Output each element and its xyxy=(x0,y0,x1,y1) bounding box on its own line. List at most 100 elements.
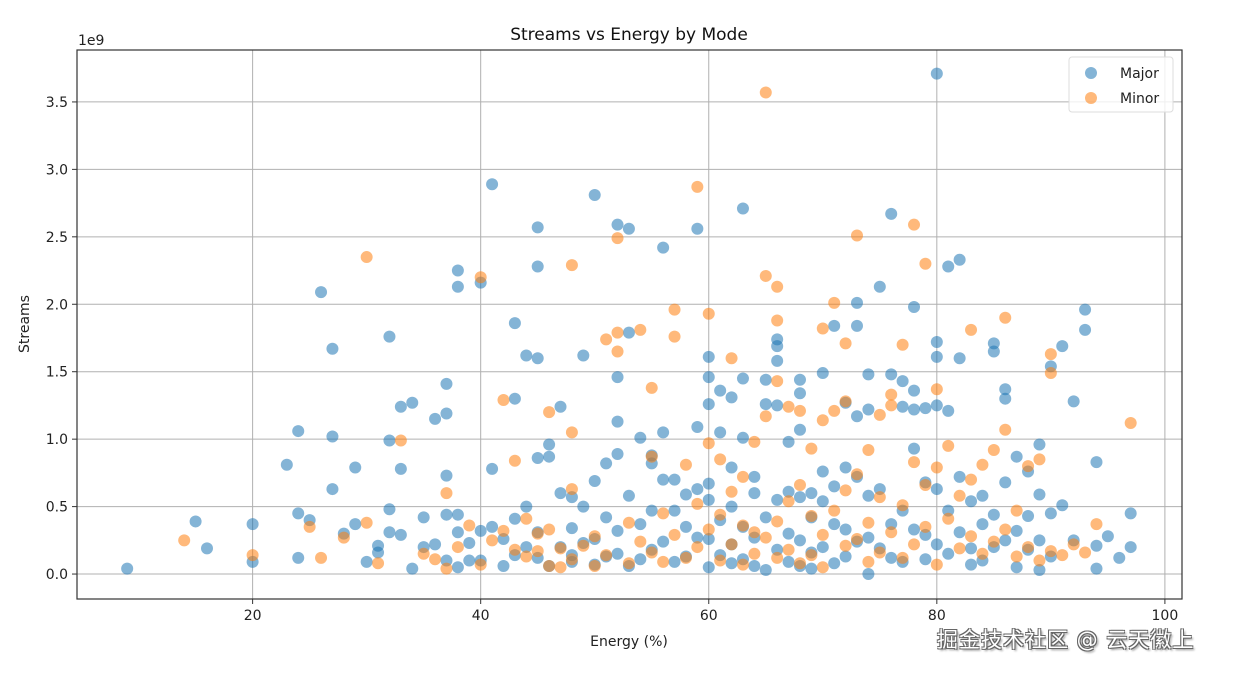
data-point-major xyxy=(793,534,806,547)
data-point-major xyxy=(725,500,738,513)
data-point-major xyxy=(486,178,499,191)
data-point-major xyxy=(702,477,715,490)
data-point-minor xyxy=(702,307,715,320)
data-point-minor xyxy=(736,558,749,571)
data-point-minor xyxy=(759,410,772,423)
data-point-major xyxy=(1079,323,1092,336)
data-point-major xyxy=(451,280,464,293)
data-point-major xyxy=(987,345,1000,358)
y-tick-label: 0.0 xyxy=(46,567,68,583)
data-point-minor xyxy=(497,524,510,537)
data-point-major xyxy=(611,447,624,460)
data-point-minor xyxy=(885,526,898,539)
data-point-minor xyxy=(634,535,647,548)
data-point-major xyxy=(588,474,601,487)
data-point-minor xyxy=(908,218,921,231)
data-point-major xyxy=(463,554,476,567)
data-point-major xyxy=(828,557,841,570)
data-point-minor xyxy=(919,520,932,533)
data-point-major xyxy=(543,450,556,463)
data-point-minor xyxy=(611,345,624,358)
data-point-minor xyxy=(1022,460,1035,473)
data-point-major xyxy=(383,434,396,447)
data-point-minor xyxy=(885,388,898,401)
data-point-minor xyxy=(851,229,863,242)
x-axis-ticks: 20 40 60 80 100 xyxy=(244,599,1178,624)
data-point-minor xyxy=(1044,348,1057,361)
data-point-major xyxy=(714,426,727,439)
data-point-major xyxy=(828,480,841,493)
data-point-major xyxy=(326,342,339,355)
data-point-minor xyxy=(930,383,943,396)
data-point-major xyxy=(349,461,362,474)
data-point-minor xyxy=(725,352,738,365)
data-point-major xyxy=(885,551,898,564)
data-point-minor xyxy=(782,400,795,413)
data-point-minor xyxy=(440,487,453,500)
data-point-major xyxy=(383,330,396,343)
data-point-major xyxy=(486,520,499,533)
data-point-major xyxy=(611,524,624,537)
data-point-major xyxy=(611,218,624,231)
data-point-major xyxy=(611,415,624,428)
data-point-major xyxy=(999,392,1012,405)
data-point-major xyxy=(657,535,670,548)
data-point-major xyxy=(759,511,772,524)
data-point-major xyxy=(520,500,533,513)
data-point-minor xyxy=(474,271,487,284)
data-point-major xyxy=(622,489,635,502)
data-point-major xyxy=(429,538,442,551)
data-point-minor xyxy=(600,333,613,346)
data-point-minor xyxy=(1124,416,1137,429)
data-point-minor xyxy=(565,483,578,496)
data-point-major xyxy=(873,280,886,293)
data-point-major xyxy=(702,350,715,363)
y-tick-label: 3.0 xyxy=(46,162,68,178)
data-point-major xyxy=(292,425,305,438)
data-point-major xyxy=(1056,499,1069,512)
data-point-major xyxy=(588,189,601,202)
data-point-major xyxy=(930,350,943,363)
data-point-major xyxy=(1079,303,1092,316)
data-point-major xyxy=(634,553,647,566)
data-point-minor xyxy=(702,523,715,536)
data-point-major xyxy=(862,568,875,581)
data-point-major xyxy=(531,352,544,365)
watermark: 掘金技术社区 @ 云天徽上 xyxy=(937,628,1195,652)
data-point-major xyxy=(953,352,966,365)
data-point-major xyxy=(246,518,259,531)
data-point-minor xyxy=(828,504,841,517)
data-point-minor xyxy=(771,280,784,293)
data-point-major xyxy=(543,438,556,451)
y-tick-label: 1.5 xyxy=(46,365,68,381)
data-point-minor xyxy=(771,551,784,564)
data-point-minor xyxy=(565,426,578,439)
data-point-minor xyxy=(873,546,886,559)
data-point-minor xyxy=(839,337,852,350)
x-axis-label: Energy (%) xyxy=(590,634,668,650)
data-point-major xyxy=(736,372,749,385)
data-point-major xyxy=(520,349,533,362)
data-point-major xyxy=(531,260,544,273)
data-point-minor xyxy=(531,545,544,558)
data-point-major xyxy=(942,260,955,273)
data-point-minor xyxy=(668,330,681,343)
gridlines xyxy=(77,50,1182,599)
data-point-major xyxy=(622,326,635,339)
data-point-minor xyxy=(303,520,316,533)
data-point-major xyxy=(851,319,863,332)
scatter-points xyxy=(121,67,1137,581)
data-point-minor xyxy=(805,510,818,523)
y-axis-ticks: 0.0 0.5 1.0 1.5 2.0 2.5 3.0 3.5 xyxy=(46,95,77,583)
data-point-major xyxy=(748,559,761,572)
data-point-major xyxy=(930,67,943,80)
data-point-minor xyxy=(908,456,921,469)
data-point-major xyxy=(326,430,339,443)
data-point-major xyxy=(816,495,829,508)
data-point-minor xyxy=(851,468,863,481)
data-point-major xyxy=(372,546,385,559)
data-point-minor xyxy=(702,437,715,450)
data-point-major xyxy=(189,515,202,528)
data-point-minor xyxy=(1033,554,1046,567)
